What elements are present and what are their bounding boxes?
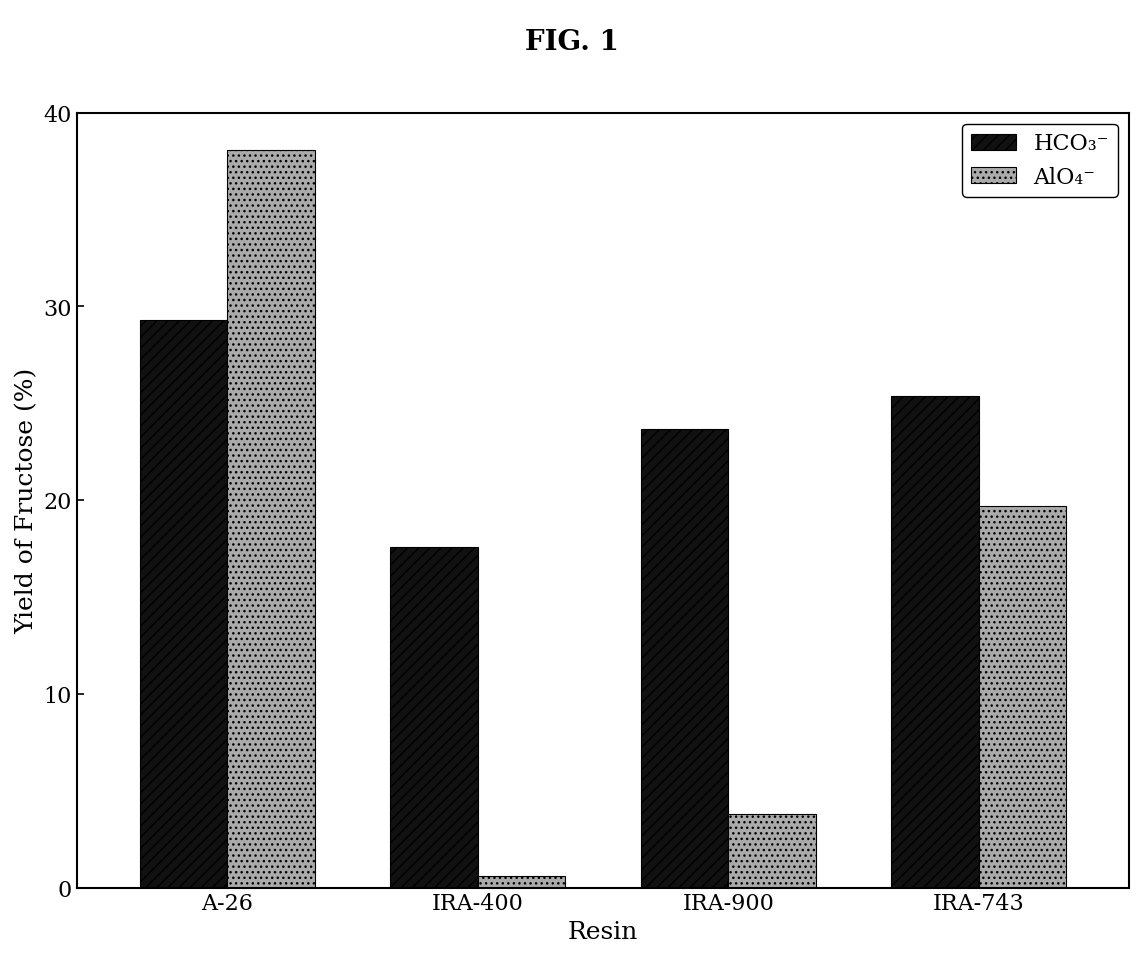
Bar — [729, 814, 816, 888]
Y-axis label: Yield of Fructose (%): Yield of Fructose (%) — [15, 368, 38, 633]
Legend: HCO₃⁻, AlO₄⁻: HCO₃⁻, AlO₄⁻ — [962, 125, 1118, 197]
Bar — [390, 547, 478, 888]
Bar — [641, 429, 729, 888]
Bar — [228, 150, 315, 888]
Text: FIG. 1: FIG. 1 — [525, 29, 619, 56]
Bar — [891, 396, 979, 888]
Bar — [478, 876, 565, 888]
Bar — [979, 506, 1066, 888]
X-axis label: Resin: Resin — [567, 920, 638, 943]
Bar — [140, 321, 228, 888]
